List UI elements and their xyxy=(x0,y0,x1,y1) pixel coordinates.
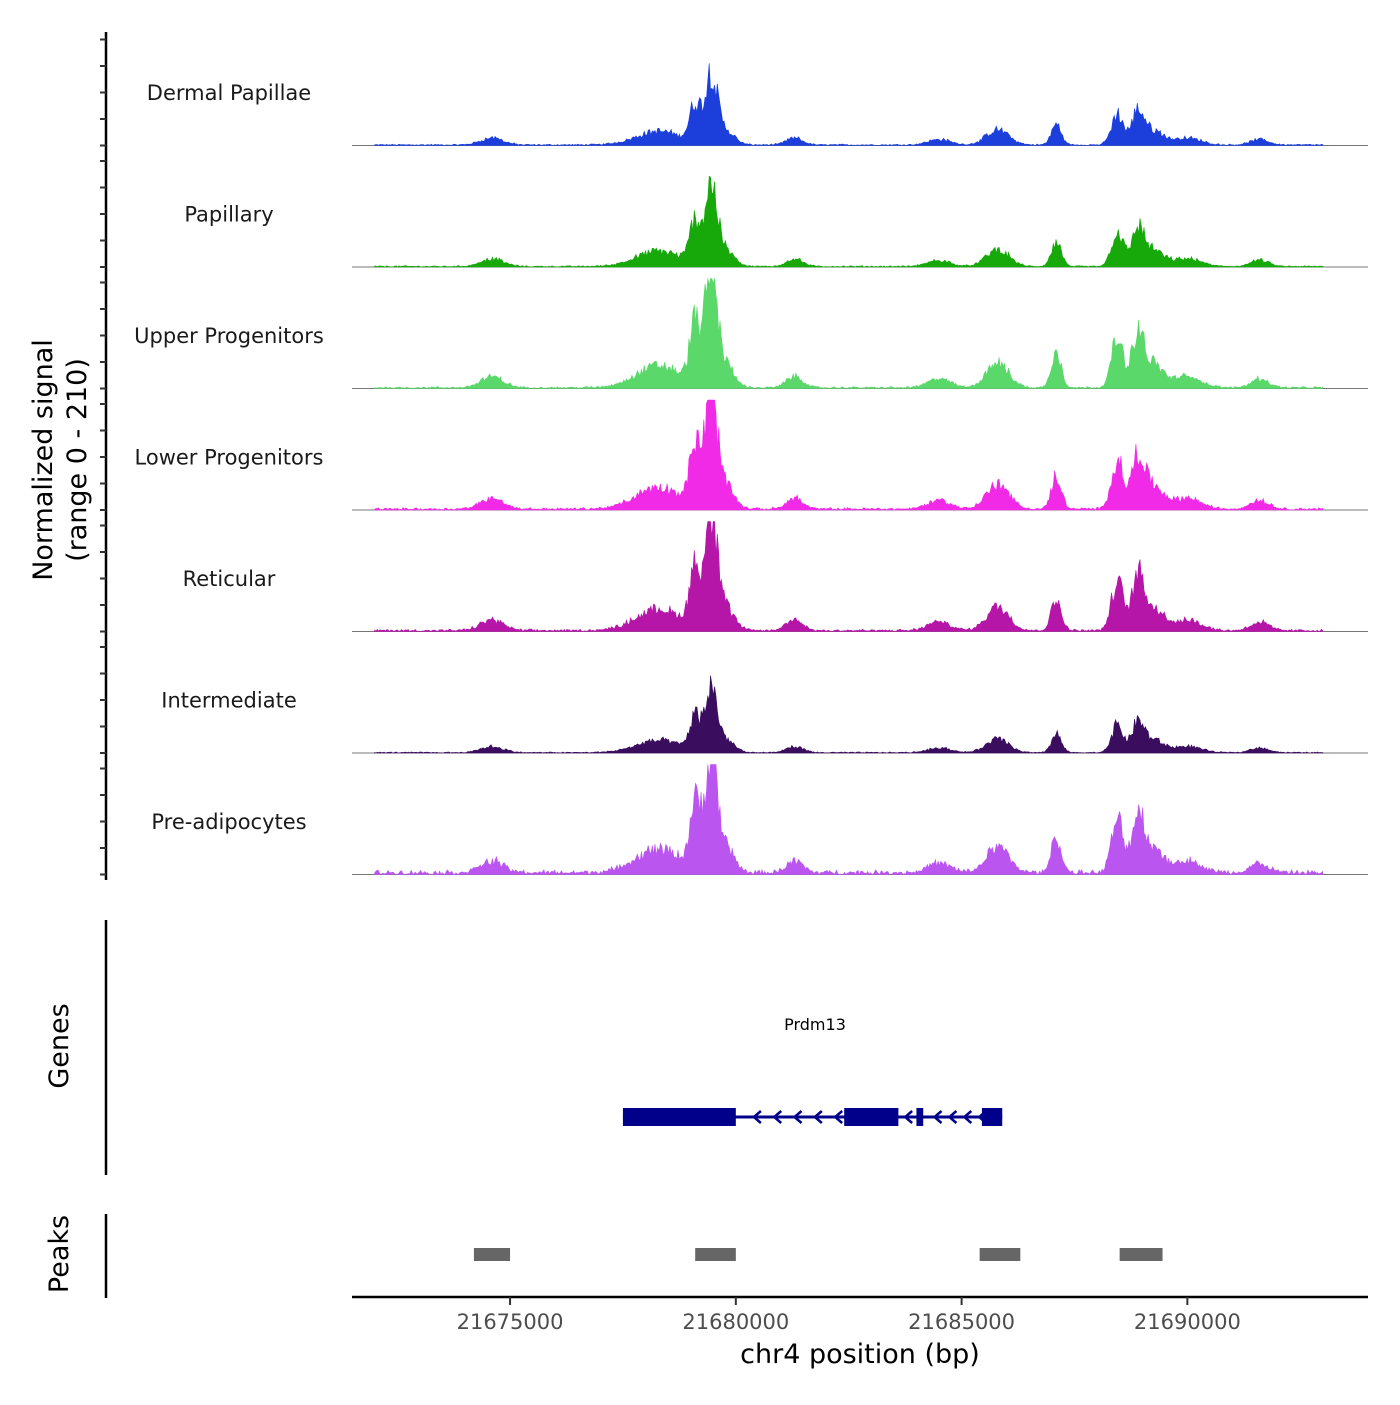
peak-region xyxy=(1119,1248,1163,1261)
peaks-track-title: Peaks xyxy=(44,1215,75,1293)
track-label: Dermal Papillae xyxy=(147,81,311,105)
coverage-tracks: Dermal Papillae Papillary Upper Progenitor… xyxy=(134,63,1368,876)
peak-track xyxy=(104,1214,1163,1298)
strand-arrow xyxy=(772,1110,783,1124)
track-label: Papillary xyxy=(184,203,273,227)
coverage-area xyxy=(374,521,1324,632)
x-axis: 21675000 21680000 21685000 21690000 xyxy=(352,1295,1368,1334)
coverage-track: Pre-adipocytes xyxy=(151,764,1368,876)
track-label: Pre-adipocytes xyxy=(151,810,306,834)
coverage-track: Dermal Papillae xyxy=(147,63,1368,146)
gene-exon xyxy=(622,1108,736,1126)
x-tick-label: 21680000 xyxy=(682,1310,789,1334)
y-axis xyxy=(100,32,108,880)
x-tick-label: 21690000 xyxy=(1134,1310,1241,1334)
coverage-track: Intermediate xyxy=(161,675,1368,754)
coverage-track: Papillary xyxy=(184,175,1368,268)
coverage-area xyxy=(374,278,1324,389)
strand-arrow xyxy=(932,1110,943,1124)
track-label: Reticular xyxy=(183,567,276,591)
strand-arrow xyxy=(833,1110,843,1124)
coverage-area xyxy=(374,399,1324,511)
x-tick-label: 21685000 xyxy=(908,1310,1015,1334)
coverage-track: Upper Progenitors xyxy=(134,278,1368,389)
track-label: Upper Progenitors xyxy=(134,324,324,348)
coverage-track: Lower Progenitors xyxy=(135,399,1368,511)
strand-arrow xyxy=(903,1110,913,1124)
gene-exon xyxy=(844,1108,899,1126)
gene-exon xyxy=(981,1108,1003,1126)
gene-name-label: Prdm13 xyxy=(784,1015,846,1034)
coverage-area xyxy=(374,764,1324,876)
track-label: Lower Progenitors xyxy=(135,446,324,470)
coverage-area xyxy=(374,175,1324,268)
strand-arrow xyxy=(751,1110,762,1124)
genes-track-title: Genes xyxy=(44,1003,75,1088)
coverage-track: Reticular xyxy=(183,521,1368,632)
gene-track: Prdm13 xyxy=(104,920,1003,1175)
track-label: Intermediate xyxy=(161,689,297,713)
strand-arrow xyxy=(947,1110,958,1124)
x-tick-label: 21675000 xyxy=(457,1310,564,1334)
gene-exon xyxy=(916,1108,924,1126)
y-axis-title-line2: (range 0 - 210) xyxy=(62,358,93,562)
coverage-area xyxy=(374,675,1324,754)
y-axis-title-line1: Normalized signal xyxy=(28,339,59,581)
x-axis-title: chr4 position (bp) xyxy=(740,1339,980,1370)
strand-arrow xyxy=(962,1110,973,1124)
peak-region xyxy=(695,1248,736,1261)
coverage-area xyxy=(374,63,1324,146)
peak-region xyxy=(473,1248,511,1261)
strand-arrow xyxy=(812,1110,823,1124)
peak-region xyxy=(979,1248,1021,1261)
strand-arrow xyxy=(792,1110,803,1124)
y-axis-title: Normalized signal (range 0 - 210) xyxy=(28,339,93,581)
